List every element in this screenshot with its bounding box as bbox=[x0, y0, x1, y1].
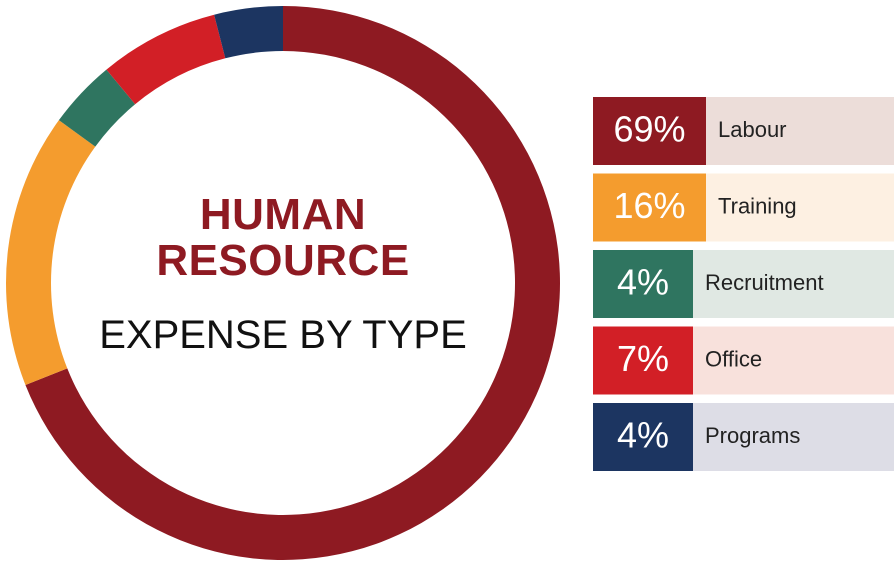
legend-value: 16% bbox=[613, 185, 685, 226]
legend-label-bg bbox=[693, 326, 894, 395]
donut-slice bbox=[58, 69, 136, 147]
legend-swatch bbox=[593, 403, 693, 471]
legend-label: Training bbox=[718, 193, 797, 218]
legend-value: 4% bbox=[617, 262, 669, 303]
legend-label-bg bbox=[706, 173, 894, 242]
legend-value: 69% bbox=[613, 109, 685, 150]
legend-label: Office bbox=[705, 346, 762, 371]
legend-label-bg bbox=[693, 403, 894, 471]
legend-value: 7% bbox=[617, 338, 669, 379]
legend-label: Labour bbox=[718, 117, 787, 142]
legend-value: 4% bbox=[617, 415, 669, 456]
legend-swatch bbox=[593, 326, 693, 395]
donut-slice bbox=[106, 14, 226, 105]
legend-label-bg bbox=[693, 250, 894, 318]
legend-label: Programs bbox=[705, 423, 800, 448]
legend-label-bg bbox=[706, 97, 894, 165]
donut-slice bbox=[214, 6, 283, 59]
chart-title: HUMAN RESOURCE bbox=[156, 190, 410, 285]
legend-label: Recruitment bbox=[705, 270, 824, 295]
legend-swatch bbox=[593, 173, 706, 242]
chart-subtitle: EXPENSE BY TYPE bbox=[99, 313, 467, 357]
donut-slice bbox=[6, 120, 96, 385]
legend-swatch bbox=[593, 97, 706, 165]
legend-swatch bbox=[593, 250, 693, 318]
